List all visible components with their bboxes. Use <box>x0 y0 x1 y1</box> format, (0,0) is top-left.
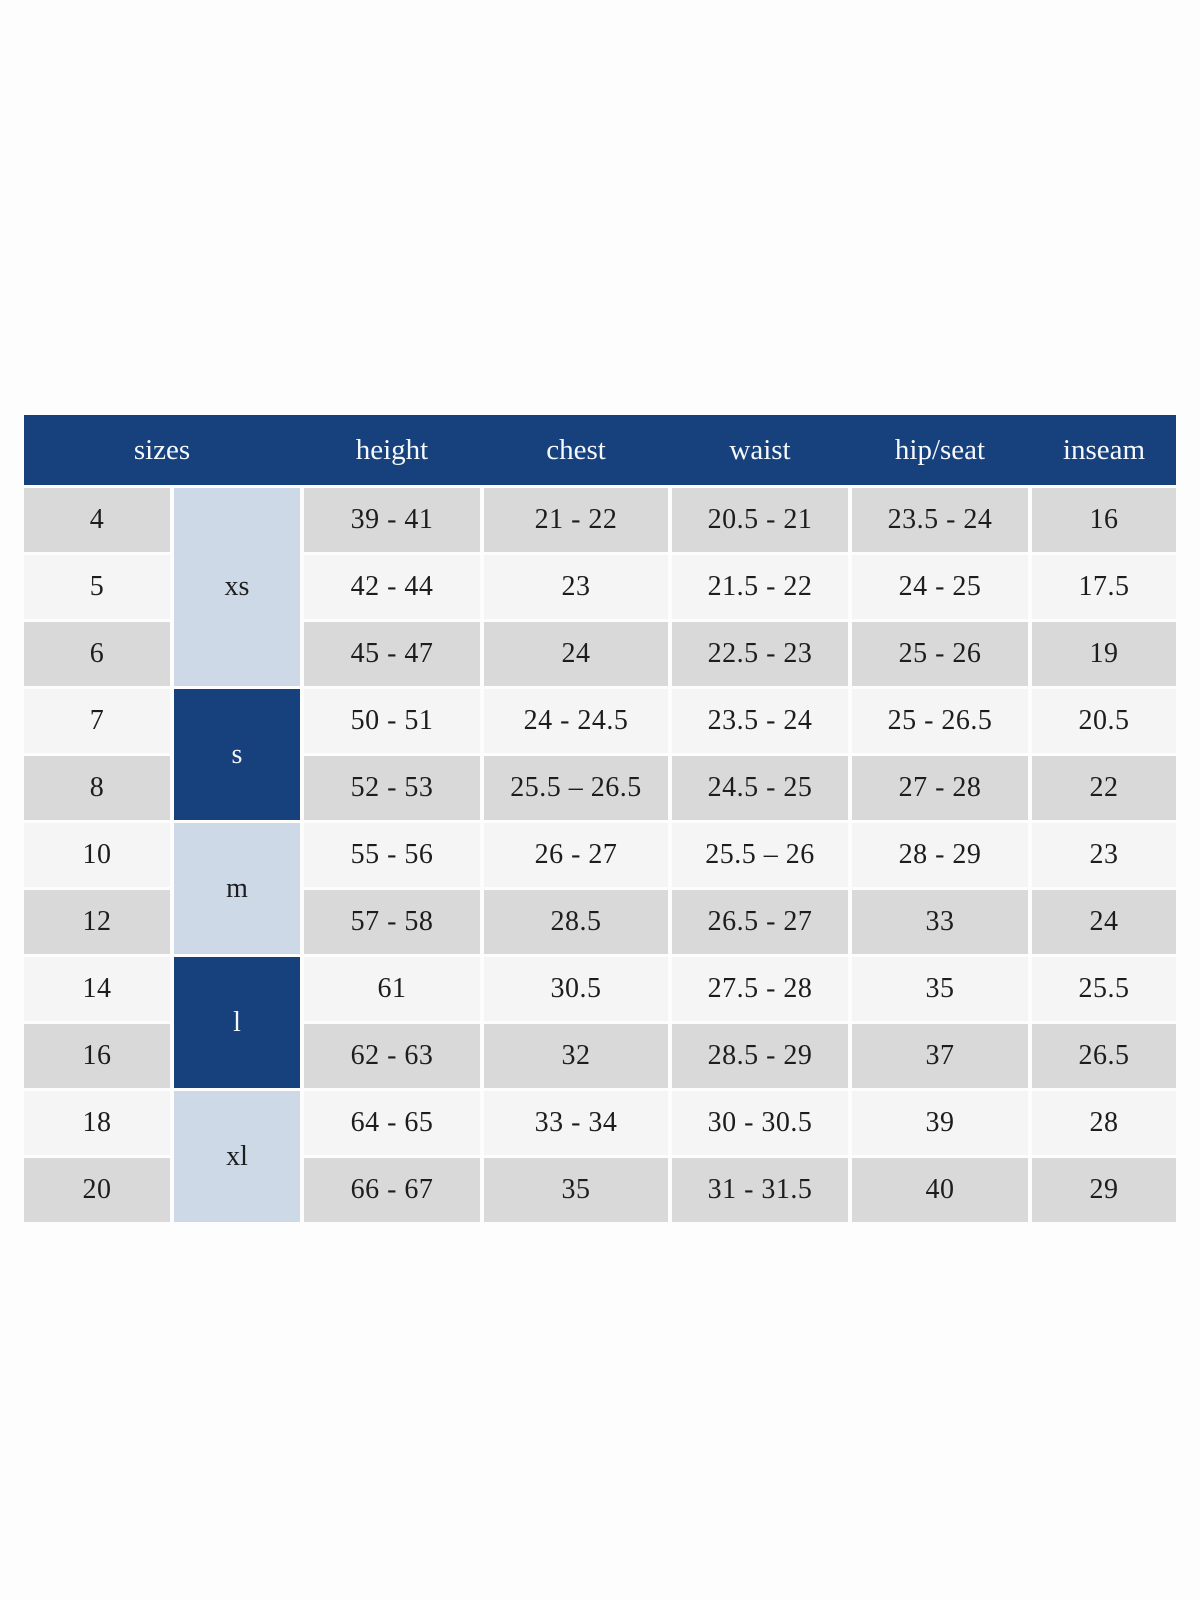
hip-seat-cell: 27 - 28 <box>852 756 1028 820</box>
hip-seat-cell: 33 <box>852 890 1028 954</box>
size-group-cell: m <box>174 823 300 954</box>
waist-cell: 25.5 – 26 <box>672 823 848 887</box>
size-cell: 6 <box>24 622 170 686</box>
height-cell: 62 - 63 <box>304 1024 480 1088</box>
chest-cell: 33 - 34 <box>484 1091 668 1155</box>
hip-seat-cell: 28 - 29 <box>852 823 1028 887</box>
inseam-cell: 22 <box>1032 756 1176 820</box>
header-hip-seat: hip/seat <box>894 434 986 466</box>
size-group-cell: s <box>174 689 300 820</box>
height-cell: 55 - 56 <box>304 823 480 887</box>
height-cell: 39 - 41 <box>304 488 480 552</box>
inseam-cell: 23 <box>1032 823 1176 887</box>
size-group-cell: xs <box>174 488 300 686</box>
table-body: 4 xs 39 - 41 21 - 22 20.5 - 21 23.5 - 24 16 5 42… <box>24 488 1176 1222</box>
size-cell: 20 <box>24 1158 170 1222</box>
waist-cell: 24.5 - 25 <box>672 756 848 820</box>
chest-cell: 30.5 <box>484 957 668 1021</box>
header-waist: waist <box>729 434 791 466</box>
waist-cell: 21.5 - 22 <box>672 555 848 619</box>
size-cell: 16 <box>24 1024 170 1088</box>
size-group-cell: l <box>174 957 300 1088</box>
height-cell: 57 - 58 <box>304 890 480 954</box>
size-cell: 14 <box>24 957 170 1021</box>
chest-cell: 26 - 27 <box>484 823 668 887</box>
inseam-cell: 26.5 <box>1032 1024 1176 1088</box>
inseam-cell: 19 <box>1032 622 1176 686</box>
inseam-cell: 16 <box>1032 488 1176 552</box>
height-cell: 64 - 65 <box>304 1091 480 1155</box>
chest-cell: 35 <box>484 1158 668 1222</box>
height-cell: 42 - 44 <box>304 555 480 619</box>
chest-cell: 25.5 – 26.5 <box>484 756 668 820</box>
inseam-cell: 29 <box>1032 1158 1176 1222</box>
header-inseam: inseam <box>1062 434 1146 466</box>
hip-seat-cell: 23.5 - 24 <box>852 488 1028 552</box>
size-cell: 12 <box>24 890 170 954</box>
chest-cell: 24 - 24.5 <box>484 689 668 753</box>
size-group-cell: xl <box>174 1091 300 1222</box>
size-chart-table: sizes height chest waist hip/seat inseam… <box>24 415 1176 1222</box>
waist-cell: 31 - 31.5 <box>672 1158 848 1222</box>
height-cell: 61 <box>304 957 480 1021</box>
chest-cell: 32 <box>484 1024 668 1088</box>
height-cell: 50 - 51 <box>304 689 480 753</box>
inseam-cell: 24 <box>1032 890 1176 954</box>
hip-seat-cell: 25 - 26 <box>852 622 1028 686</box>
inseam-cell: 17.5 <box>1032 555 1176 619</box>
waist-cell: 30 - 30.5 <box>672 1091 848 1155</box>
hip-seat-cell: 37 <box>852 1024 1028 1088</box>
size-cell: 18 <box>24 1091 170 1155</box>
height-cell: 66 - 67 <box>304 1158 480 1222</box>
header-chest: chest <box>546 434 606 466</box>
chest-cell: 21 - 22 <box>484 488 668 552</box>
chest-cell: 28.5 <box>484 890 668 954</box>
hip-seat-cell: 40 <box>852 1158 1028 1222</box>
inseam-cell: 25.5 <box>1032 957 1176 1021</box>
waist-cell: 26.5 - 27 <box>672 890 848 954</box>
size-cell: 4 <box>24 488 170 552</box>
waist-cell: 22.5 - 23 <box>672 622 848 686</box>
height-cell: 45 - 47 <box>304 622 480 686</box>
inseam-cell: 28 <box>1032 1091 1176 1155</box>
waist-cell: 23.5 - 24 <box>672 689 848 753</box>
size-cell: 5 <box>24 555 170 619</box>
size-cell: 7 <box>24 689 170 753</box>
waist-cell: 28.5 - 29 <box>672 1024 848 1088</box>
chest-cell: 24 <box>484 622 668 686</box>
inseam-cell: 20.5 <box>1032 689 1176 753</box>
header-height: height <box>355 434 429 466</box>
chest-cell: 23 <box>484 555 668 619</box>
size-cell: 8 <box>24 756 170 820</box>
waist-cell: 20.5 - 21 <box>672 488 848 552</box>
hip-seat-cell: 25 - 26.5 <box>852 689 1028 753</box>
size-cell: 10 <box>24 823 170 887</box>
header-sizes: sizes <box>133 434 191 466</box>
hip-seat-cell: 35 <box>852 957 1028 1021</box>
hip-seat-cell: 24 - 25 <box>852 555 1028 619</box>
height-cell: 52 - 53 <box>304 756 480 820</box>
waist-cell: 27.5 - 28 <box>672 957 848 1021</box>
hip-seat-cell: 39 <box>852 1091 1028 1155</box>
table-header-row: sizes height chest waist hip/seat inseam <box>24 415 1176 485</box>
